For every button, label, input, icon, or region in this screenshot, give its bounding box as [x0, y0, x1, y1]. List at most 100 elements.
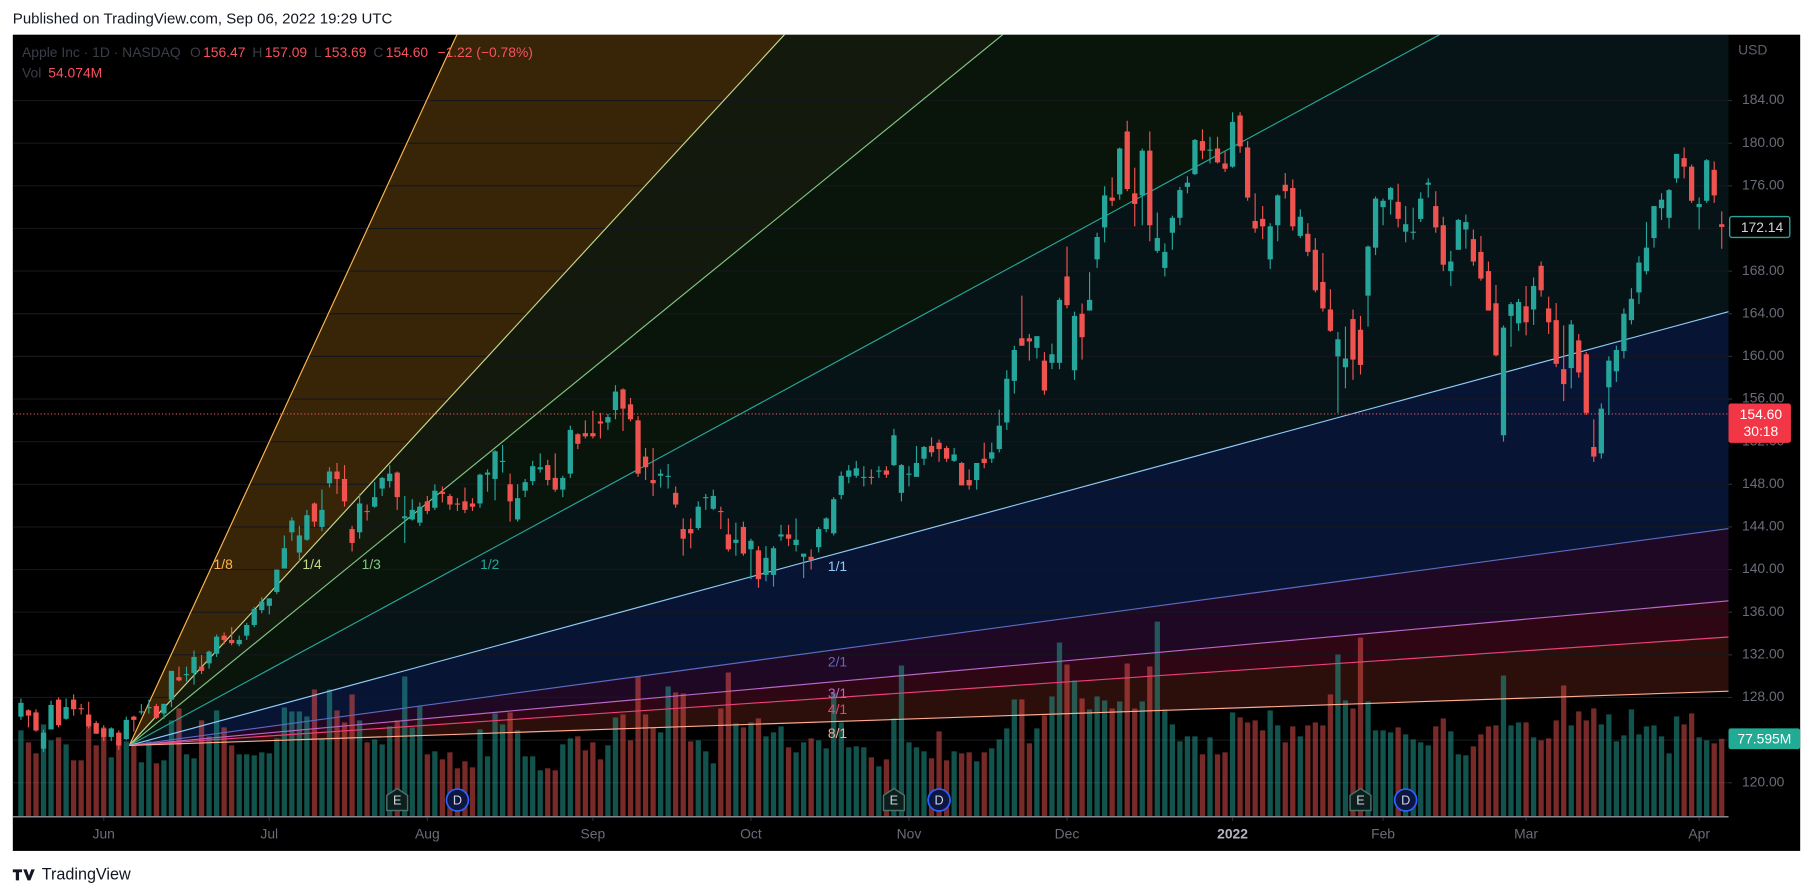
candle-body — [417, 506, 423, 523]
volume-bar — [439, 759, 446, 817]
candle-body — [251, 609, 257, 625]
fan-line — [128, 34, 458, 746]
legend-text: C — [373, 44, 383, 60]
candle-body — [800, 553, 807, 557]
candle-body — [1688, 166, 1695, 201]
volume-bar — [1365, 701, 1371, 817]
volume-bar — [1192, 736, 1198, 817]
candle-body — [379, 477, 385, 489]
candle-body — [1546, 308, 1552, 323]
volume-bar — [1117, 701, 1123, 817]
candle-body — [1418, 198, 1424, 219]
candle-body — [1327, 309, 1334, 331]
fan-label: 3/1 — [828, 685, 848, 701]
candle-body — [868, 476, 874, 478]
candle-body — [1583, 354, 1589, 413]
candle-body — [259, 601, 265, 611]
volume-bar — [913, 747, 920, 817]
volume-bar — [1523, 722, 1529, 817]
candle-body — [1237, 115, 1243, 147]
volume-bar — [417, 706, 423, 817]
candle-body — [334, 471, 340, 479]
candle-body — [1184, 182, 1191, 187]
volume-bar — [657, 732, 664, 817]
volume-bar — [680, 693, 686, 817]
candle-body — [514, 498, 521, 520]
volume-bar — [959, 753, 965, 817]
volume-bar — [40, 724, 47, 817]
volume-bar — [33, 753, 39, 817]
last-candle-label: 172.14 — [1741, 219, 1784, 235]
candle-body — [996, 425, 1002, 450]
legend: Apple Inc · 1D · NASDAQ O 156.47 H 157.09 L 15… — [22, 44, 533, 81]
candle-body — [1214, 148, 1221, 163]
fan-line — [129, 34, 1441, 746]
candle-body — [311, 503, 318, 522]
volume-bar — [1500, 675, 1507, 817]
candle-body — [861, 476, 867, 478]
candle-body — [183, 674, 190, 676]
volume-bar — [567, 738, 573, 817]
volume-bar — [1719, 738, 1725, 817]
fan-label: 8/1 — [828, 725, 848, 741]
candle-body — [86, 714, 92, 727]
x-tick-label: Apr — [1688, 825, 1710, 841]
volume-bar — [673, 692, 679, 817]
volume-bar — [1485, 726, 1492, 817]
volume-bar — [206, 736, 212, 817]
volume-bar — [266, 753, 272, 817]
volume-bar — [424, 754, 430, 817]
candle-body — [168, 670, 175, 700]
volume-bar — [153, 763, 160, 817]
candle-body — [356, 503, 363, 533]
earnings-badge — [882, 787, 906, 812]
candle-body — [1606, 360, 1612, 388]
volume-bar — [861, 747, 867, 817]
volume-bar — [1041, 715, 1048, 817]
volume-bar — [319, 739, 325, 817]
y-tick-label: 176.00 — [1742, 176, 1785, 192]
candle-body — [244, 624, 250, 636]
volume-bar — [244, 754, 250, 817]
event-label: E — [890, 793, 898, 808]
candle-body — [673, 492, 679, 505]
candle-body — [1395, 201, 1401, 219]
event-marker: E — [882, 787, 906, 812]
candle-body — [1041, 360, 1048, 391]
earnings-badge — [386, 787, 409, 812]
candle-body — [1011, 349, 1017, 381]
candle-body — [1282, 184, 1288, 192]
candle-body — [1229, 121, 1236, 167]
candle-body — [1290, 187, 1296, 227]
candle-body — [853, 468, 859, 476]
volume-bar — [1658, 736, 1665, 817]
candle-body — [1101, 195, 1108, 228]
volume-bar — [70, 760, 77, 817]
volume-bar — [921, 751, 927, 817]
candle-body — [1598, 408, 1604, 454]
volume-bar — [387, 726, 393, 817]
candle-body — [266, 598, 272, 606]
candle-body — [665, 475, 671, 477]
candle-body — [1591, 446, 1597, 457]
x-tick-label: Mar — [1514, 825, 1538, 841]
candle-body — [1643, 247, 1650, 272]
y-tick-label: 128.00 — [1742, 688, 1785, 704]
event-marker: E — [386, 787, 409, 812]
volume-bar — [221, 727, 227, 817]
candle-body — [1696, 203, 1702, 208]
volume-bar — [1357, 637, 1364, 817]
volume-bar — [1335, 654, 1341, 817]
candle-body — [1553, 320, 1559, 364]
volume-bar — [168, 720, 175, 817]
event-label: D — [1401, 793, 1410, 808]
event-label: D — [453, 793, 462, 808]
volume-bar — [1267, 710, 1273, 817]
candle-body — [1252, 221, 1258, 229]
candle-body — [477, 474, 483, 504]
volume-bar — [1704, 740, 1710, 817]
candle-body — [906, 473, 912, 475]
volume-bar — [1553, 720, 1559, 817]
event-marker: E — [1349, 787, 1372, 812]
volume-bar — [823, 748, 829, 817]
